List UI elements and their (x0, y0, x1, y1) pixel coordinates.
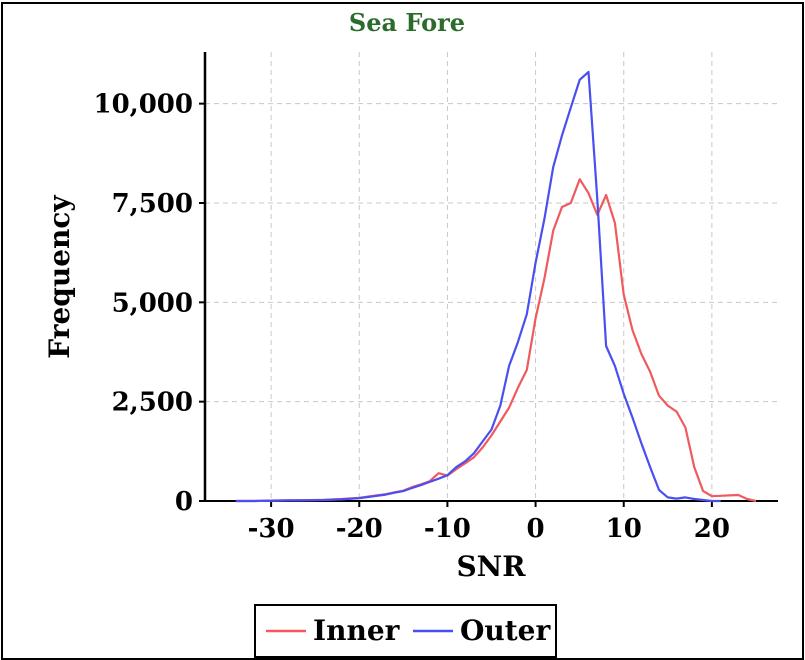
x-tick-label: -30 (248, 514, 295, 544)
y-tick-label: 2,500 (112, 388, 193, 418)
legend-label-inner: Inner (313, 614, 401, 647)
x-tick-label: 10 (606, 514, 642, 544)
x-tick-label: -20 (336, 514, 383, 544)
x-tick-label: 0 (527, 514, 545, 544)
x-axis-label: SNR (456, 550, 526, 583)
y-tick-label: 7,500 (112, 189, 193, 219)
y-axis-ticks: 0 2,500 5,000 7,500 10,000 (93, 90, 205, 517)
series-group (235, 70, 757, 503)
y-tick-label: 10,000 (93, 90, 193, 120)
y-tick-label: 0 (175, 487, 193, 517)
legend: Inner Outer (254, 604, 557, 658)
x-axis-ticks: -30 -20 -10 0 10 20 (248, 501, 730, 544)
series-line-outer (235, 70, 721, 503)
chart-title: Sea Fore (349, 8, 465, 37)
x-tick-label: 20 (694, 514, 730, 544)
y-axis-label: Frequency (43, 195, 76, 359)
legend-label-outer: Outer (460, 614, 551, 647)
x-tick-label: -10 (424, 514, 471, 544)
y-tick-label: 5,000 (112, 288, 193, 318)
